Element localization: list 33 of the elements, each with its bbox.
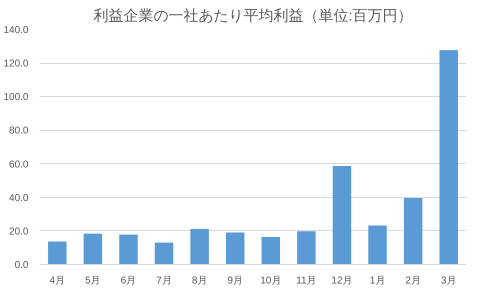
x-tick-label: 4月 [50, 276, 66, 286]
bar [84, 234, 102, 264]
y-tick-label: 140.0 [3, 25, 29, 36]
bar [226, 232, 244, 264]
x-tick-label: 11月 [296, 276, 317, 286]
bar [154, 242, 174, 264]
x-tick-label: 7月 [156, 276, 172, 286]
x-tick-label: 1月 [370, 276, 386, 286]
x-tick-label: 6月 [120, 276, 136, 286]
bar [297, 231, 316, 264]
bar [262, 236, 280, 264]
bar [190, 228, 209, 264]
y-tick-label: 100.0 [3, 92, 29, 104]
x-tick-label: 3月 [440, 276, 456, 286]
x-tick-label: 12月 [331, 276, 353, 286]
y-tick-label: 120.0 [3, 58, 29, 70]
chart-title: 利益企業の一社あたり平均利益（単位:百万円） [93, 8, 413, 24]
x-tick-label: 2月 [405, 276, 421, 286]
bar [368, 226, 387, 264]
y-tick-label: 0.0 [14, 260, 29, 271]
bar [119, 234, 138, 264]
x-tick-label: 5月 [85, 276, 101, 286]
y-tick-label: 60.0 [9, 159, 29, 170]
y-tick-label: 80.0 [9, 126, 29, 137]
bar [332, 166, 352, 264]
bar [404, 198, 422, 264]
x-tick-label: 9月 [227, 276, 243, 286]
x-tick-label: 8月 [192, 276, 208, 286]
bar [439, 50, 458, 264]
y-tick-label: 20.0 [9, 226, 29, 238]
bar [48, 242, 67, 264]
y-tick-label: 40.0 [9, 192, 29, 204]
x-tick-label: 10月 [260, 276, 282, 286]
